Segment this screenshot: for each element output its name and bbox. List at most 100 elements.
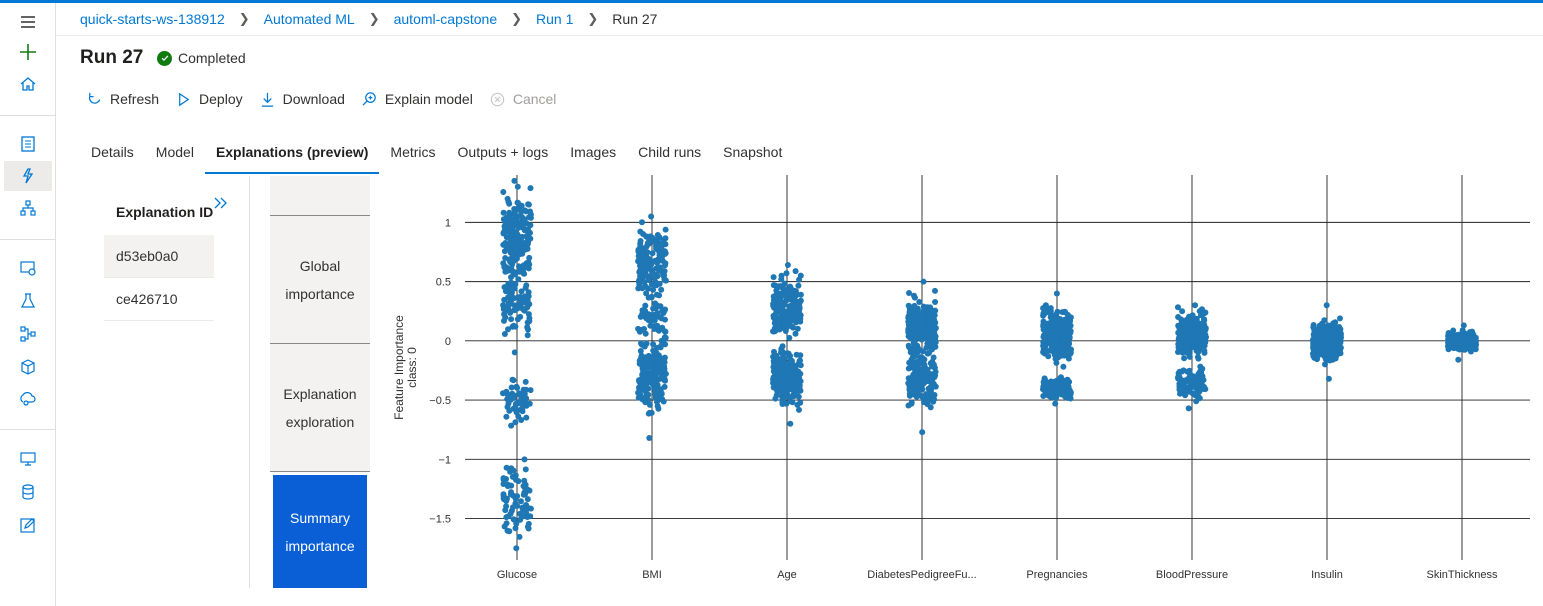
data-point[interactable] bbox=[1041, 326, 1048, 333]
data-point[interactable] bbox=[637, 386, 644, 393]
data-point[interactable] bbox=[921, 356, 928, 363]
data-point[interactable] bbox=[1191, 326, 1198, 333]
data-point[interactable] bbox=[1193, 317, 1200, 324]
data-point[interactable] bbox=[1452, 339, 1459, 346]
data-point[interactable] bbox=[638, 355, 644, 362]
data-point[interactable] bbox=[1179, 308, 1186, 315]
data-point[interactable] bbox=[511, 285, 518, 292]
data-point[interactable] bbox=[521, 307, 528, 314]
data-point[interactable] bbox=[646, 401, 653, 408]
data-point[interactable] bbox=[1066, 319, 1073, 326]
data-point[interactable] bbox=[642, 330, 649, 337]
data-point[interactable] bbox=[916, 299, 923, 305]
data-point[interactable] bbox=[1193, 398, 1200, 405]
data-point[interactable] bbox=[511, 177, 518, 184]
data-point[interactable] bbox=[1325, 328, 1332, 335]
data-point[interactable] bbox=[656, 267, 663, 274]
data-point[interactable] bbox=[654, 259, 660, 266]
data-point[interactable] bbox=[507, 237, 514, 244]
data-point[interactable] bbox=[772, 371, 779, 378]
data-point[interactable] bbox=[793, 315, 800, 322]
datasets-button[interactable] bbox=[4, 253, 52, 283]
data-point[interactable] bbox=[653, 282, 660, 289]
data-point[interactable] bbox=[660, 237, 667, 244]
data-point[interactable] bbox=[1318, 340, 1325, 347]
data-point[interactable] bbox=[514, 493, 521, 500]
data-point[interactable] bbox=[932, 287, 938, 294]
data-point[interactable] bbox=[1446, 341, 1453, 347]
data-point[interactable] bbox=[662, 262, 668, 269]
data-point[interactable] bbox=[512, 271, 519, 278]
data-point[interactable] bbox=[648, 281, 655, 288]
data-point[interactable] bbox=[646, 362, 653, 369]
data-point[interactable] bbox=[506, 226, 513, 233]
data-point[interactable] bbox=[648, 317, 654, 324]
data-point[interactable] bbox=[1181, 337, 1188, 344]
data-point[interactable] bbox=[1181, 355, 1188, 362]
data-point[interactable] bbox=[1062, 393, 1069, 400]
data-point[interactable] bbox=[909, 317, 915, 323]
data-point[interactable] bbox=[783, 325, 789, 332]
data-point[interactable] bbox=[772, 355, 779, 362]
data-point[interactable] bbox=[512, 323, 519, 330]
data-point[interactable] bbox=[1067, 350, 1074, 357]
data-point[interactable] bbox=[502, 314, 509, 321]
data-point[interactable] bbox=[795, 393, 802, 400]
data-point[interactable] bbox=[795, 282, 802, 289]
data-point[interactable] bbox=[924, 350, 931, 357]
data-point[interactable] bbox=[914, 370, 921, 376]
data-point[interactable] bbox=[514, 316, 521, 323]
data-point[interactable] bbox=[526, 254, 533, 261]
data-point[interactable] bbox=[523, 486, 530, 493]
data-point[interactable] bbox=[776, 325, 783, 332]
data-point[interactable] bbox=[501, 226, 508, 233]
data-point[interactable] bbox=[1181, 321, 1188, 327]
data-point[interactable] bbox=[792, 377, 799, 384]
data-point[interactable] bbox=[1050, 315, 1057, 322]
data-point[interactable] bbox=[501, 248, 508, 255]
data-point[interactable] bbox=[515, 276, 522, 283]
data-point[interactable] bbox=[527, 222, 534, 229]
data-point[interactable] bbox=[1056, 376, 1063, 382]
data-point[interactable] bbox=[643, 243, 650, 250]
data-point[interactable] bbox=[637, 273, 644, 280]
data-point[interactable] bbox=[1185, 377, 1192, 384]
data-point[interactable] bbox=[661, 277, 668, 284]
data-point[interactable] bbox=[780, 385, 786, 392]
data-point[interactable] bbox=[519, 408, 526, 415]
data-point[interactable] bbox=[1052, 329, 1059, 336]
data-point[interactable] bbox=[523, 414, 530, 421]
data-point[interactable] bbox=[797, 291, 804, 298]
data-point[interactable] bbox=[514, 183, 521, 190]
data-point[interactable] bbox=[1313, 354, 1320, 361]
data-point[interactable] bbox=[783, 312, 790, 319]
data-point[interactable] bbox=[906, 290, 912, 296]
data-point[interactable] bbox=[517, 222, 524, 228]
endpoints-button[interactable] bbox=[4, 384, 52, 414]
data-point[interactable] bbox=[637, 240, 644, 247]
data-point[interactable] bbox=[1041, 387, 1048, 394]
data-point[interactable] bbox=[1472, 346, 1479, 353]
data-point[interactable] bbox=[1058, 352, 1064, 359]
data-point[interactable] bbox=[503, 514, 510, 521]
data-point[interactable] bbox=[1322, 361, 1328, 368]
tab-details[interactable]: Details bbox=[91, 144, 134, 160]
data-point[interactable] bbox=[923, 344, 930, 351]
data-point[interactable] bbox=[500, 491, 507, 498]
data-point[interactable] bbox=[1183, 384, 1190, 391]
data-point[interactable] bbox=[920, 278, 927, 285]
experiments-button[interactable] bbox=[4, 286, 52, 316]
data-point[interactable] bbox=[507, 259, 514, 265]
data-point[interactable] bbox=[1198, 373, 1205, 380]
data-point[interactable] bbox=[1310, 346, 1317, 353]
data-point[interactable] bbox=[525, 228, 532, 235]
data-point[interactable] bbox=[522, 466, 529, 473]
tab-explanations[interactable]: Explanations (preview) bbox=[204, 142, 380, 174]
data-point[interactable] bbox=[1053, 349, 1060, 356]
data-point[interactable] bbox=[1065, 355, 1072, 362]
data-point[interactable] bbox=[500, 304, 507, 311]
data-point[interactable] bbox=[1185, 405, 1192, 412]
data-point[interactable] bbox=[654, 310, 661, 317]
data-point[interactable] bbox=[778, 349, 784, 356]
data-point[interactable] bbox=[770, 300, 777, 307]
